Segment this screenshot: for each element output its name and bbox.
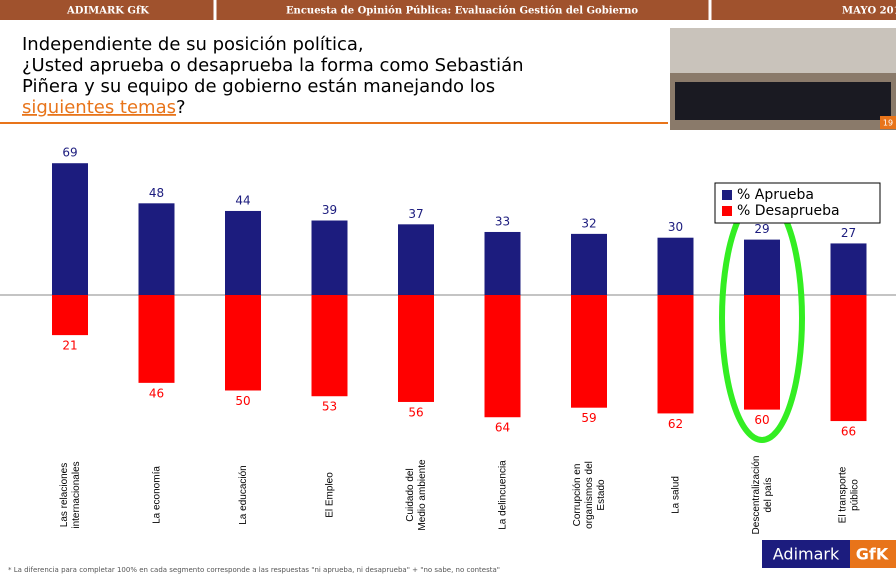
bar xyxy=(571,295,607,408)
legend xyxy=(714,182,881,224)
value-label: 69 xyxy=(62,146,77,160)
value-label: 44 xyxy=(235,193,250,207)
legend-swatch xyxy=(722,190,732,200)
value-label: 39 xyxy=(322,203,337,217)
category-label-line: El Empleo xyxy=(324,472,335,518)
value-label: 37 xyxy=(408,207,423,221)
category-label-line: La economía xyxy=(151,466,162,524)
question-line: siguientes temas? xyxy=(22,97,186,118)
value-label: 60 xyxy=(754,413,769,427)
value-label: 50 xyxy=(235,394,250,408)
logo-left: Adimark xyxy=(773,545,840,564)
bar xyxy=(52,295,88,336)
question-line: Piñera y su equipo de gobierno están man… xyxy=(22,76,495,97)
category-label-line: El transporte xyxy=(837,466,848,523)
bar xyxy=(657,295,694,414)
legend-items: % Aprueba% Desaprueba xyxy=(722,187,840,219)
bar xyxy=(398,295,434,402)
category-label: Descentralizacióndel país xyxy=(751,456,774,535)
category-label-line: Las relaciones xyxy=(59,463,70,527)
category-label-line: Corrupción en xyxy=(572,464,583,527)
legend-swatch xyxy=(722,206,732,216)
category-label-line: Cuidado del xyxy=(405,468,416,521)
bar xyxy=(138,295,175,383)
category-label: El Empleo xyxy=(324,472,335,518)
category-label-line: La educación xyxy=(238,465,249,525)
category-label: La delincuencia xyxy=(497,460,508,530)
value-label: 53 xyxy=(322,400,337,414)
category-label: La salud xyxy=(670,476,681,514)
logo-right-box xyxy=(850,540,896,568)
question: Independiente de su posición política, ¿… xyxy=(22,34,524,118)
bar xyxy=(138,203,175,295)
value-label: 29 xyxy=(754,222,769,236)
category-label-line: La salud xyxy=(670,476,681,514)
category-label-line: Medio ambiente xyxy=(417,459,428,531)
header-center: Encuesta de Opinión Pública: Evaluación … xyxy=(286,6,638,17)
logo-left-box xyxy=(762,540,850,568)
value-label: 30 xyxy=(668,220,683,234)
bar xyxy=(311,295,348,397)
photo-people xyxy=(675,82,891,120)
value-label: 64 xyxy=(495,421,510,435)
category-label-line: público xyxy=(849,479,860,511)
category-label: Corrupción enorganismos delEstado xyxy=(572,461,607,529)
question-line: ¿Usted aprueba o desaprueba la forma com… xyxy=(22,55,524,76)
bar xyxy=(225,210,261,295)
bar xyxy=(744,295,780,410)
value-label: 48 xyxy=(149,186,164,200)
header-left: ADIMARK GfK xyxy=(66,6,149,17)
category-label-line: internacionales xyxy=(71,461,82,528)
bar xyxy=(657,237,694,295)
footnote: * La diferencia para completar 100% en c… xyxy=(8,566,500,574)
category-label-line: del país xyxy=(763,477,774,512)
chart: 69 21 Las relacionesinternacionales 48 46 La … xyxy=(52,146,867,535)
value-label: 59 xyxy=(581,411,596,425)
value-label: 56 xyxy=(408,405,423,419)
category-label-line: La delincuencia xyxy=(497,460,508,530)
category-label: El transportepúblico xyxy=(837,466,860,523)
bar xyxy=(830,295,867,422)
logo-right: GfK xyxy=(856,545,889,564)
category-label: La economía xyxy=(151,466,162,524)
value-label: 62 xyxy=(668,417,683,431)
bar xyxy=(484,231,521,295)
page-number-box xyxy=(880,116,896,129)
bar xyxy=(484,295,521,418)
legend-label: % Desaprueba xyxy=(737,203,840,219)
category-label: Cuidado delMedio ambiente xyxy=(405,459,428,531)
question-end: ? xyxy=(176,97,186,118)
bar xyxy=(744,239,780,295)
legend-label: % Aprueba xyxy=(737,187,814,203)
value-label: 33 xyxy=(495,214,510,228)
header-bar xyxy=(0,0,896,20)
category-label-line: Estado xyxy=(596,479,607,511)
bar xyxy=(571,233,607,295)
category-label: La educación xyxy=(238,465,249,525)
page-number: 19 xyxy=(883,119,893,128)
category-label-line: organismos del xyxy=(584,461,595,529)
header-right: MAYO 201 xyxy=(842,6,896,17)
bar xyxy=(311,220,348,295)
category-label: Las relacionesinternacionales xyxy=(59,461,82,528)
value-label: 21 xyxy=(62,339,77,353)
bar xyxy=(398,224,434,295)
category-label-line: Descentralización xyxy=(751,456,762,535)
question-line: Independiente de su posición política, xyxy=(22,34,364,55)
bar xyxy=(52,163,88,295)
photo-background xyxy=(670,28,896,73)
bar xyxy=(225,295,261,391)
value-label: 27 xyxy=(841,226,856,240)
value-label: 66 xyxy=(841,425,856,439)
bar xyxy=(830,243,867,295)
question-emphasis: siguientes temas xyxy=(22,97,176,118)
value-label: 46 xyxy=(149,386,164,400)
value-label: 32 xyxy=(581,216,596,230)
